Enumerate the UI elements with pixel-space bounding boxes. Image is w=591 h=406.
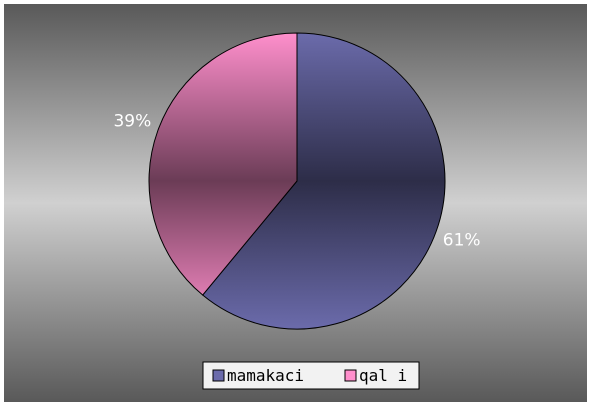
plot xyxy=(148,32,446,330)
legend-swatch xyxy=(344,369,357,382)
legend-label: qal i xyxy=(359,366,407,385)
legend-label: mamakaci xyxy=(227,366,304,385)
legend-swatch xyxy=(212,369,225,382)
pie-slice xyxy=(148,32,298,296)
pie-slice xyxy=(201,32,446,330)
legend-box xyxy=(202,361,420,390)
data-label: 61% xyxy=(443,230,481,250)
data-label: 39% xyxy=(113,112,151,132)
